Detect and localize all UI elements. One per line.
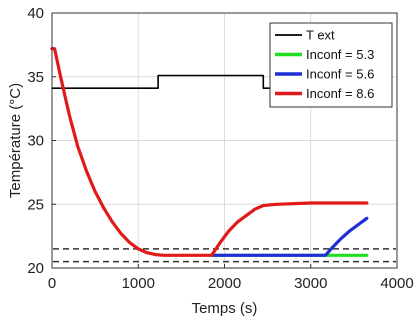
series-lines [50,47,369,257]
series-line-inconf-5-6 [210,216,369,257]
axis-ticks: 0 1000 2000 3000 4000 20 25 30 35 40 [27,5,413,292]
series-line-inconf-8-6 [50,47,369,257]
y-tick-label: 40 [27,5,44,22]
x-tick-label: 0 [48,275,56,292]
y-axis-title: Température (°C) [7,83,24,198]
y-tick-label: 25 [27,196,44,213]
y-tick-label: 30 [27,133,44,150]
x-tick-label: 4000 [380,275,413,292]
x-tick-label: 2000 [208,275,241,292]
y-tick-label: 20 [27,260,44,277]
x-tick-label: 3000 [294,275,327,292]
legend-label: T ext [306,28,335,43]
x-axis-title: Temps (s) [192,300,258,317]
legend-label: Inconf = 5.6 [306,67,374,82]
reference-lines [53,248,396,263]
legend-label: Inconf = 8.6 [306,86,374,101]
y-tick-label: 35 [27,69,44,86]
legend-label: Inconf = 5.3 [306,47,374,62]
legend: T ext Inconf = 5.3 Inconf = 5.6 Inconf = 8.… [269,22,393,108]
x-tick-label: 1000 [122,275,155,292]
